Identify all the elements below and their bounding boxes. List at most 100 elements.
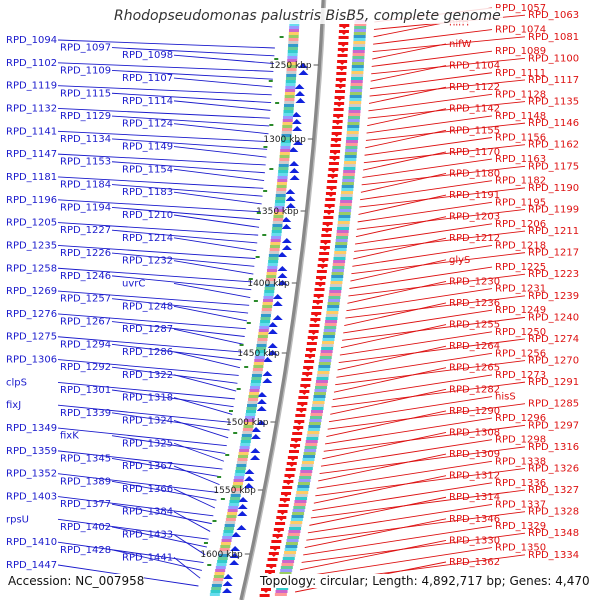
left-gene-label: RPD_1428 bbox=[60, 545, 111, 556]
content-bar-left bbox=[286, 65, 297, 68]
right-gene-block bbox=[286, 462, 297, 465]
content-bar-left bbox=[279, 161, 290, 164]
content-bar-right bbox=[353, 35, 366, 38]
right-gene-label: RPD_1148 bbox=[495, 111, 546, 122]
content-bar-right bbox=[326, 308, 339, 311]
left-leader-line bbox=[111, 321, 245, 337]
content-bar-left bbox=[275, 194, 286, 197]
content-bar-left bbox=[240, 443, 251, 446]
right-leader-line bbox=[299, 539, 447, 571]
left-gene-label: RPD_1098 bbox=[122, 50, 173, 61]
content-bar-left bbox=[209, 593, 220, 596]
right-gene-label: RPD_1296 bbox=[495, 413, 546, 424]
content-bar-right bbox=[311, 407, 324, 410]
content-bar-right bbox=[333, 254, 346, 257]
content-bar-left bbox=[223, 530, 234, 533]
content-bar-right bbox=[282, 560, 295, 563]
content-bar-left bbox=[236, 461, 247, 464]
content-bar-right bbox=[341, 191, 354, 194]
content-bar-right bbox=[338, 218, 351, 221]
left-gene-arrow bbox=[237, 504, 248, 509]
content-bar-right bbox=[315, 383, 328, 386]
content-bar-right bbox=[349, 101, 362, 104]
content-bar-left bbox=[254, 359, 265, 362]
right-gene-label: RPD_1081 bbox=[528, 32, 579, 43]
right-gene-block bbox=[333, 114, 344, 117]
content-bar-left bbox=[277, 173, 288, 176]
left-gene-label: RPD_1194 bbox=[60, 202, 111, 213]
right-gene-label: RPD_1330 bbox=[449, 535, 500, 546]
content-bar-left bbox=[216, 563, 227, 566]
content-bar-left bbox=[211, 584, 222, 587]
content-bar-left bbox=[256, 347, 267, 350]
content-bar-left bbox=[287, 47, 298, 50]
left-leader-line bbox=[173, 557, 201, 579]
right-gene-label: RPD_1135 bbox=[528, 97, 579, 108]
right-leader-line bbox=[368, 93, 493, 112]
backbone-arc bbox=[239, 0, 326, 600]
left-leader-line bbox=[57, 62, 274, 72]
right-leader-line bbox=[368, 86, 447, 104]
left-leader-line bbox=[111, 480, 217, 501]
content-bar-right bbox=[338, 215, 351, 218]
content-bar-right bbox=[350, 77, 363, 80]
content-bar-right bbox=[293, 503, 306, 506]
content-bar-right bbox=[327, 305, 340, 308]
left-gene-label: RPD_1153 bbox=[60, 157, 111, 168]
left-gene-label: RPD_1325 bbox=[122, 438, 173, 449]
right-gene-block bbox=[338, 30, 349, 33]
right-leader-line bbox=[359, 187, 526, 208]
right-leader-line bbox=[349, 266, 493, 289]
content-bar-right bbox=[334, 251, 347, 254]
right-leader-line bbox=[307, 503, 493, 534]
content-bar-left bbox=[284, 92, 295, 95]
left-gene-label: uvrC bbox=[122, 278, 145, 289]
inner-tick bbox=[279, 36, 284, 38]
content-bar-left bbox=[255, 350, 266, 353]
left-gene-arrow bbox=[295, 98, 306, 103]
content-bar-right bbox=[307, 431, 320, 434]
left-leader-line bbox=[57, 450, 223, 470]
content-bar-right bbox=[331, 269, 344, 272]
right-gene-block bbox=[290, 444, 301, 447]
content-bar-left bbox=[285, 86, 296, 89]
content-bar-left bbox=[274, 209, 285, 212]
content-bar-right bbox=[318, 362, 331, 365]
right-gene-block bbox=[302, 372, 313, 375]
left-leader-line bbox=[111, 275, 252, 291]
content-bar-left bbox=[214, 572, 225, 575]
left-gene-arrow bbox=[277, 273, 288, 278]
right-gene-label: RPD_1162 bbox=[528, 140, 579, 151]
content-bar-right bbox=[339, 206, 352, 209]
content-bar-left bbox=[210, 590, 221, 593]
left-gene-label: RPD_1384 bbox=[122, 507, 173, 518]
left-gene-label: RPD_1147 bbox=[6, 149, 57, 160]
content-bar-right bbox=[344, 158, 357, 161]
content-bar-left bbox=[277, 179, 288, 182]
right-gene-label: RPD_1298 bbox=[495, 435, 546, 446]
content-bar-left bbox=[274, 206, 285, 209]
inner-tick bbox=[255, 256, 260, 258]
right-gene-label: RPD_1239 bbox=[528, 291, 579, 302]
left-gene-label: RPD_1246 bbox=[60, 271, 111, 282]
right-gene-block bbox=[313, 294, 324, 297]
inner-tick bbox=[203, 542, 208, 544]
content-bar-left bbox=[285, 80, 296, 83]
content-bar-left bbox=[285, 89, 296, 92]
right-leader-line bbox=[367, 108, 447, 127]
content-bar-right bbox=[345, 146, 358, 149]
left-gene-arrow bbox=[294, 84, 305, 89]
content-bar-left bbox=[288, 32, 299, 35]
content-bar-right bbox=[284, 548, 297, 551]
right-gene-block bbox=[285, 468, 296, 471]
left-gene-arrow bbox=[267, 329, 278, 334]
left-leader-line bbox=[111, 229, 258, 244]
content-bar-right bbox=[330, 284, 343, 287]
content-bar-right bbox=[304, 446, 317, 449]
left-gene-label: RPD_1324 bbox=[122, 415, 173, 426]
content-bar-right bbox=[320, 353, 333, 356]
content-bar-right bbox=[284, 551, 297, 554]
content-bar-left bbox=[260, 320, 271, 323]
content-bar-right bbox=[314, 392, 327, 395]
content-bar-right bbox=[340, 194, 353, 197]
